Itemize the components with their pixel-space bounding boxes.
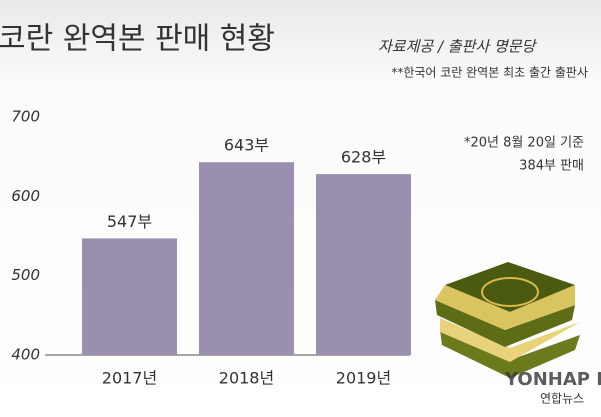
y-tick-label: 700	[11, 108, 40, 126]
annotation: 384부 판매	[519, 159, 584, 174]
value-label: 547부	[107, 212, 152, 231]
book-icon	[435, 262, 580, 378]
y-tick-label: 500	[11, 266, 40, 284]
note: **한국어 코란 완역본 최초 출간 출판사	[391, 66, 588, 80]
watermark: YONHAP NEWS	[504, 369, 601, 390]
x-tick-label: 2018년	[219, 369, 274, 388]
bar	[199, 162, 294, 355]
source: 자료제공 / 출판사 명문당	[378, 38, 538, 56]
chart-title: 코란 완역본 판매 현황	[0, 22, 275, 57]
y-tick-label: 400	[11, 346, 40, 364]
watermark: 연합뉴스	[540, 392, 584, 406]
value-label: 628부	[341, 148, 386, 167]
value-label: 643부	[224, 136, 269, 155]
bar	[316, 174, 411, 355]
annotation: *20년 8월 20일 기준	[464, 136, 584, 151]
x-tick-label: 2017년	[102, 369, 157, 388]
y-tick-label: 600	[11, 187, 40, 205]
x-tick-label: 2019년	[336, 369, 391, 388]
bar	[82, 238, 177, 355]
